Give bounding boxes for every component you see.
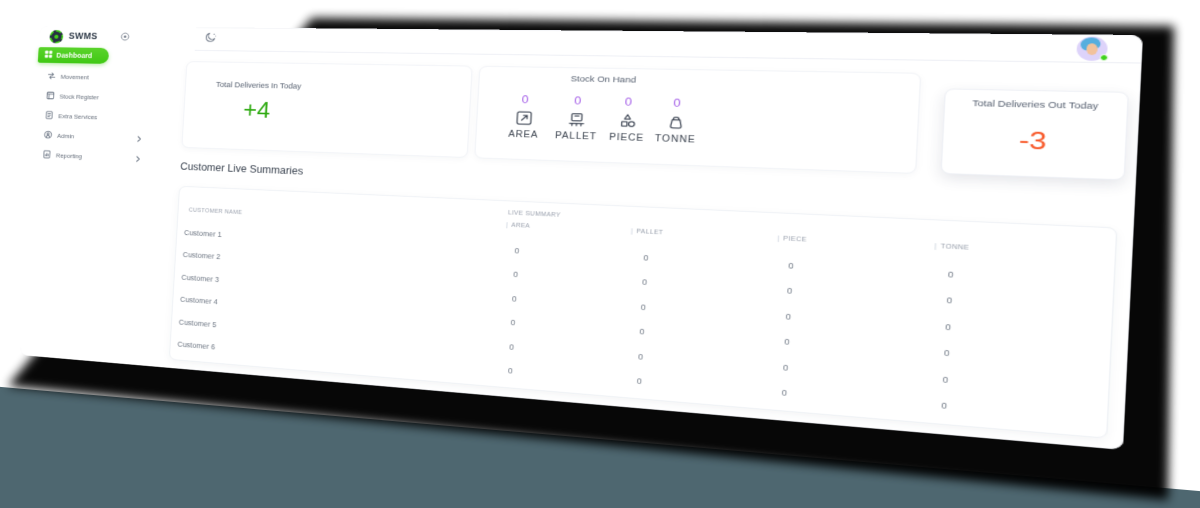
tonne-weight-icon [643,112,709,132]
customer-name: Customer 1 [184,228,222,238]
cell-piece: 0 [766,311,810,323]
deliveries-in-title: Total Deliveries In Today [203,80,315,91]
column-header-tonne: TONNE [935,243,970,251]
deliveries-in-card: Total Deliveries In Today +4 [181,61,472,158]
cell-area: 0 [497,245,537,256]
sidebar: SWMS Dashboard Movement [20,26,196,368]
cell-area: 0 [496,269,536,280]
cell-tonne: 0 [921,399,968,412]
cell-pallet: 0 [625,252,667,263]
stock-metric-tonne: 0 TONNE [643,96,710,145]
reporting-document-icon [42,150,51,161]
cell-area: 0 [494,293,534,304]
movement-arrows-icon [47,71,56,81]
sidebar-item-movement[interactable]: Movement [36,67,151,89]
cell-tonne: 0 [927,269,974,281]
customer-name: Customer 5 [179,318,217,329]
sidebar-nav: Movement Stock Register Extra Services [32,67,151,169]
cell-area: 0 [493,317,533,329]
brand: SWMS [49,29,98,44]
customer-name: Customer 3 [181,273,219,284]
metric-value: 0 [645,96,710,110]
cell-pallet: 0 [621,326,663,338]
sidebar-item-label: Reporting [56,152,83,160]
cell-tonne: 0 [923,347,970,360]
cell-area: 0 [490,365,530,377]
sidebar-item-label: Extra Services [58,113,97,121]
cell-tonne: 0 [924,321,971,334]
group-header-live-summary: LIVE SUMMARY [508,210,561,219]
deliveries-out-title: Total Deliveries Out Today [945,98,1127,112]
column-tick [631,228,632,234]
cell-piece: 0 [763,361,807,374]
brand-name: SWMS [68,32,97,42]
deliveries-out-value: -3 [943,124,1126,159]
stock-on-hand-card: Stock On Hand 0 AREA 0 PALLET 0 [474,66,921,174]
deliveries-in-value: +4 [201,96,314,124]
cell-pallet: 0 [618,375,660,387]
cell-pallet: 0 [624,277,666,288]
column-tick [778,236,779,243]
sidebar-collapse-icon[interactable] [120,31,130,40]
column-tick [935,243,936,250]
extra-services-list-icon [45,111,54,121]
sidebar-item-label: Movement [61,73,90,81]
column-header-customer-name: CUSTOMER NAME [189,207,243,215]
cell-piece: 0 [767,285,811,297]
cell-pallet: 0 [622,301,664,313]
column-tick [506,222,507,228]
chevron-right-icon [135,155,140,162]
column-header-pallet: PALLET [631,228,663,236]
customer-name: Customer 6 [177,340,215,351]
cell-area: 0 [492,341,532,353]
swms-gear-logo [49,30,63,43]
moon-night-icon[interactable] [205,31,218,42]
customer-name: Customer 4 [180,295,218,306]
user-avatar[interactable] [1076,36,1108,61]
sidebar-item-reporting[interactable]: Reporting [32,145,147,169]
cell-tonne: 0 [922,373,969,386]
scene: SWMS Dashboard Movement [0,0,1200,508]
cell-tonne: 0 [926,295,973,307]
cell-piece: 0 [765,336,809,348]
customer-name: Customer 2 [183,251,221,261]
dashboard-grid-icon [44,50,52,60]
cell-piece: 0 [762,386,806,399]
sidebar-item-dashboard[interactable]: Dashboard [38,47,109,64]
deliveries-out-card: Total Deliveries Out Today -3 [940,88,1129,180]
stock-register-book-icon [46,91,55,101]
page-title: Customer Live Summaries [180,161,303,177]
chevron-right-icon [137,135,142,142]
sidebar-item-label: Dashboard [56,51,92,59]
sidebar-item-label: Stock Register [59,93,99,101]
stock-on-hand-title: Stock On Hand [479,73,733,87]
admin-user-icon [43,130,52,141]
column-header-piece: PIECE [778,236,807,244]
sidebar-item-label: Admin [57,132,74,140]
cell-piece: 0 [769,260,813,272]
column-header-area: AREA [506,222,530,229]
metric-label: TONNE [643,134,708,146]
cell-pallet: 0 [620,350,662,362]
online-status-dot [1099,54,1108,61]
